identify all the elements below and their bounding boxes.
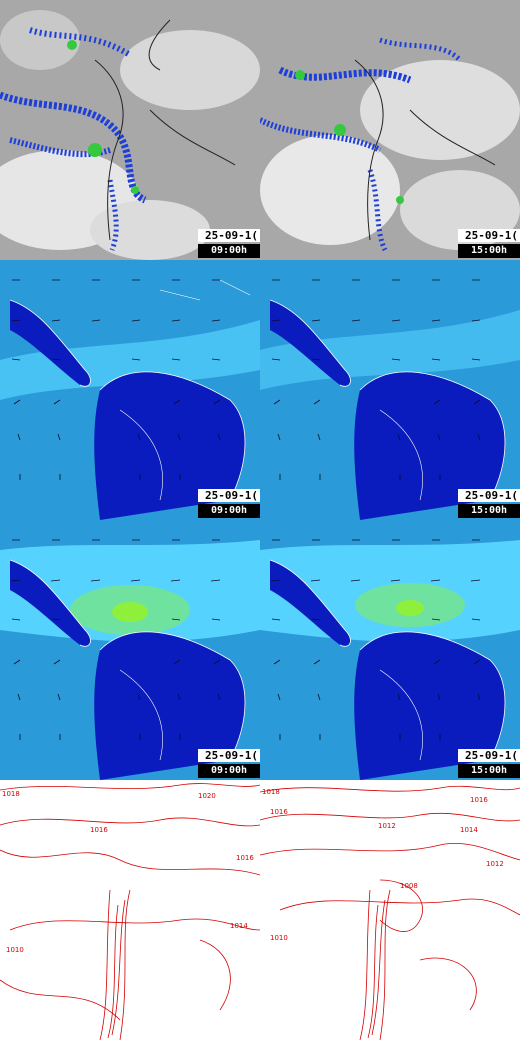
map-date: 25-09-1( [198,229,260,242]
map-date: 25-09-1( [198,489,260,502]
wind-map-graphic [0,260,260,520]
isobar-label: 1014 [460,826,478,834]
timestamp: 25-09-1( 09:00h [198,489,260,518]
map-date: 25-09-1( [198,749,260,762]
wind-high-map-0900: 25-09-1( 09:00h [0,520,260,780]
timestamp: 25-09-1( 15:00h [458,749,520,778]
wind-low-map-0900: 25-09-1( 09:00h [0,260,260,520]
wind-low-map-1500: 25-09-1( 15:00h [260,260,520,520]
wind-map-graphic [0,520,260,780]
isobar-label: 1010 [270,934,288,942]
map-time: 09:00h [198,244,260,258]
wind-high-map-1500: 25-09-1( 15:00h [260,520,520,780]
pressure-map-right: 1018 1016 1014 1012 1012 1008 1010 1016 [260,780,520,1040]
isobar-label: 1014 [230,922,248,930]
isobar-map-graphic: 1018 1016 1014 1012 1012 1008 1010 1016 [260,780,520,1040]
isobar-label: 1018 [262,788,280,796]
isobar-label: 1016 [90,826,108,834]
isobar-label: 1018 [2,790,20,798]
wind-map-graphic [260,520,520,780]
precip-map-0900: 25-09-1( 09:00h [0,0,260,260]
precip-map-graphic [0,0,260,260]
pressure-map-left: 1018 1020 1016 1016 1014 1010 [0,780,260,1040]
map-time: 09:00h [198,764,260,778]
timestamp: 25-09-1( 15:00h [458,489,520,518]
isobar-label: 1008 [400,882,418,890]
map-time: 09:00h [198,504,260,518]
isobar-map-graphic: 1018 1020 1016 1016 1014 1010 [0,780,260,1040]
map-date: 25-09-1( [458,749,520,762]
isobar-label: 1012 [378,822,396,830]
map-date: 25-09-1( [458,489,520,502]
isobar-label: 1020 [198,792,216,800]
isobar-label: 1010 [6,946,24,954]
isobar-label: 1016 [270,808,288,816]
map-date: 25-09-1( [458,229,520,242]
timestamp: 25-09-1( 09:00h [198,229,260,258]
map-time: 15:00h [458,764,520,778]
timestamp: 25-09-1( 09:00h [198,749,260,778]
isobar-label: 1016 [470,796,488,804]
precip-map-graphic [260,0,520,260]
isobar-label: 1016 [236,854,254,862]
isobar-label: 1012 [486,860,504,868]
map-time: 15:00h [458,504,520,518]
precip-map-1500: 25-09-1( 15:00h [260,0,520,260]
timestamp: 25-09-1( 15:00h [458,229,520,258]
map-time: 15:00h [458,244,520,258]
wind-map-graphic [260,260,520,520]
